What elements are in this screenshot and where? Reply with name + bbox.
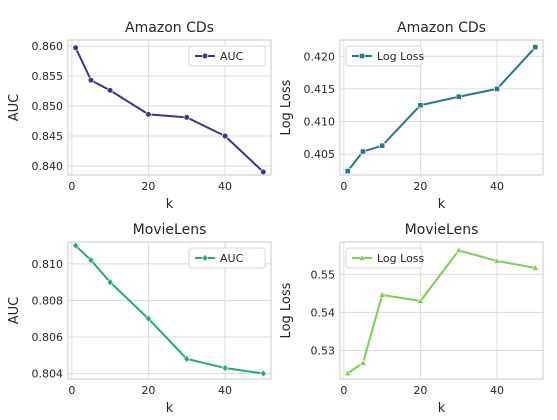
data-point [455,93,462,100]
plot-frame [339,241,544,380]
legend: Log Loss [345,247,425,269]
chart-title: MovieLens [133,222,207,238]
legend-box [345,247,423,269]
y-tick-label: 0.808 [32,294,64,307]
y-tick-label: 0.55 [311,268,336,281]
legend: Log Loss [345,45,425,67]
x-tick-label: 40 [218,180,232,193]
y-tick-label: 0.845 [32,130,64,143]
x-tick-label: 0 [340,384,347,397]
y-tick-label: 0.840 [32,160,64,173]
subplot-2: 0 20 40 0.405 0.410 0.415 0.420 Amazon CDs k Log … [279,20,544,212]
y-tick-label: 0.415 [304,83,336,96]
data-point [106,278,114,287]
legend-marker [201,52,209,60]
x-tick-label: 40 [490,384,504,397]
data-point [145,111,152,118]
y-tick-label: 0.804 [32,368,64,381]
data-point [183,354,191,363]
subplot-1: 0 20 40 0.840 0.845 0.850 0.855 0.860 Amazon CDs… [7,20,272,212]
y-tick-label: 0.806 [32,331,64,344]
data-point [416,296,425,304]
legend-marker [358,253,366,261]
data-point [72,44,79,51]
legend-marker [359,53,365,59]
legend-box [188,45,266,67]
y-tick-label: 0.860 [32,40,64,53]
x-tick-label: 0 [340,180,347,193]
data-point [379,142,386,149]
data-point [343,369,352,376]
y-tick-label: 0.410 [304,116,336,129]
data-point [87,77,95,84]
x-tick-label: 20 [141,180,155,193]
data-point [260,168,267,176]
legend-box [188,247,266,269]
y-axis-label: Log Loss [279,79,294,135]
x-axis-label: k [166,401,174,416]
x-tick-label: 0 [68,180,75,193]
chart-title: MovieLens [405,222,479,238]
y-tick-label: 0.53 [311,344,336,357]
x-axis-label: k [438,197,446,212]
data-point [455,246,463,254]
legend-label: Log Loss [377,252,425,265]
data-point [183,114,190,121]
data-point [344,168,351,174]
data-point [378,290,386,298]
legend-label: Log Loss [377,50,425,63]
y-tick-label: 0.810 [32,258,64,271]
x-tick-label: 40 [218,384,232,397]
data-point [259,369,267,378]
x-tick-label: 20 [141,384,155,397]
y-tick-label: 0.405 [304,148,336,161]
chart-title: Amazon CDs [397,20,486,36]
plot-frame [67,39,272,176]
x-axis-label: k [438,401,446,416]
legend: AUC [188,45,266,67]
data-point [417,102,424,109]
data-point [359,358,367,366]
legend-box [345,45,423,67]
chart-title: Amazon CDs [125,20,214,36]
plot-frame [67,241,272,380]
legend-label: AUC [220,50,244,63]
subplot-3: 0 20 40 0.804 0.806 0.808 0.810 MovieLens k AUC AU… [7,222,272,416]
y-axis-label: AUC [7,297,22,325]
subplot-4: 0 20 40 0.53 0.54 0.55 MovieLens k Log Loss Log L… [279,222,544,416]
data-point [87,256,95,265]
data-point [532,44,539,51]
data-point [221,132,229,140]
x-tick-label: 20 [413,384,427,397]
y-tick-label: 0.855 [32,70,64,83]
data-point [221,363,229,373]
data-point [72,241,80,250]
data-point [107,87,114,94]
y-tick-label: 0.420 [304,50,336,63]
y-tick-label: 0.850 [32,100,64,113]
y-axis-label: AUC [7,94,22,122]
plot-frame [339,39,544,176]
legend: AUC [188,247,266,269]
data-point [494,86,500,92]
x-tick-label: 20 [413,180,427,193]
x-axis-label: k [166,197,174,212]
legend-label: AUC [220,252,244,265]
x-tick-label: 40 [490,180,504,193]
legend-marker [201,253,209,263]
y-axis-label: Log Loss [279,282,294,338]
x-tick-label: 0 [68,384,75,397]
data-point [493,257,501,264]
y-tick-label: 0.54 [311,306,336,319]
data-point [360,148,366,155]
data-point [531,263,540,271]
data-point [145,314,152,323]
